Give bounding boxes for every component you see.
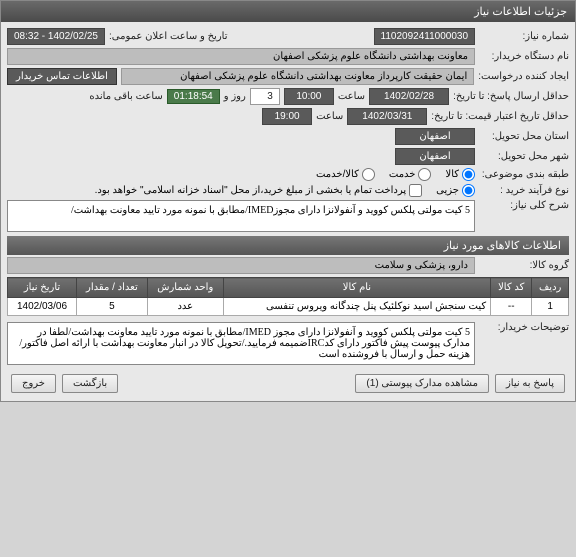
items-section-header: اطلاعات کالاهای مورد نیاز <box>7 236 569 255</box>
deadline-date: 1402/02/28 <box>369 88 449 105</box>
deadline-label: حداقل ارسال پاسخ: تا تاریخ: <box>453 91 569 102</box>
back-button[interactable]: بازگشت <box>62 374 118 393</box>
group-value: دارو، پزشکی و سلامت <box>7 257 475 274</box>
validity-time: 19:00 <box>262 108 312 125</box>
creator-value: ایمان حقیقت کارپرداز معاونت بهداشتی دانش… <box>121 68 474 85</box>
deliver-city-label: شهر محل تحویل: <box>479 151 569 162</box>
category-radio-2[interactable] <box>362 168 375 181</box>
desc-textarea[interactable] <box>7 200 475 232</box>
th-1: کد کالا <box>491 278 532 298</box>
td-3: عدد <box>147 298 223 316</box>
table-header: ردیف کد کالا نام کالا واحد شمارش تعداد /… <box>8 278 569 298</box>
category-option-2[interactable]: کالا/خدمت <box>316 168 375 181</box>
req-city-label: استان محل تحویل: <box>479 131 569 142</box>
category-radio-1[interactable] <box>418 168 431 181</box>
respond-button[interactable]: پاسخ به نیاز <box>495 374 565 393</box>
td-5: 1402/03/06 <box>8 298 77 316</box>
exit-button[interactable]: خروج <box>11 374 56 393</box>
deadline-day-label: روز و <box>224 91 246 102</box>
remain-label: ساعت باقی مانده <box>89 91 162 102</box>
window-title: جزئیات اطلاعات نیاز <box>474 6 567 18</box>
buyer-notes-label: توضیحات خریدار: <box>479 322 569 333</box>
contact-button[interactable]: اطلاعات تماس خریدار <box>7 68 117 85</box>
dialog-window: جزئیات اطلاعات نیاز شماره نیاز: 11020924… <box>0 0 576 402</box>
req-num-value: 1102092411000030 <box>374 28 476 45</box>
titlebar: جزئیات اطلاعات نیاز <box>1 1 575 22</box>
deliver-city-value: اصفهان <box>395 148 475 165</box>
th-2: نام کالا <box>223 278 490 298</box>
purchase-type-label: نوع فرآیند خرید : <box>479 185 569 196</box>
td-2: کیت سنجش اسید نوکلئیک پنل چندگانه ویروس … <box>223 298 490 316</box>
validity-label: حداقل تاریخ اعتبار قیمت: تا تاریخ: <box>431 111 569 122</box>
deadline-time: 10:00 <box>284 88 334 105</box>
category-option-1[interactable]: خدمت <box>389 168 432 181</box>
desc-label: شرح کلی نیاز: <box>479 200 569 211</box>
buyer-notes-textarea[interactable] <box>7 322 475 365</box>
category-radio-0[interactable] <box>462 168 475 181</box>
deadline-time-label: ساعت <box>338 91 365 102</box>
th-5: تاریخ نیاز <box>8 278 77 298</box>
announce-label: تاریخ و ساعت اعلان عمومی: <box>109 31 228 42</box>
creator-label: ایجاد کننده درخواست: <box>478 71 569 82</box>
table-row[interactable]: 1 -- کیت سنجش اسید نوکلئیک پنل چندگانه و… <box>8 298 569 316</box>
req-city-value: اصفهان <box>395 128 475 145</box>
countdown-timer: 01:18:54 <box>167 89 220 104</box>
items-table: ردیف کد کالا نام کالا واحد شمارش تعداد /… <box>7 277 569 316</box>
td-0: 1 <box>532 298 569 316</box>
validity-time-label: ساعت <box>316 111 343 122</box>
buyer-org-value: معاونت بهداشتی دانشگاه علوم پزشکی اصفهان <box>7 48 475 65</box>
buyer-org-label: نام دستگاه خریدار: <box>479 51 569 62</box>
announce-value: 1402/02/25 - 08:32 <box>7 28 105 45</box>
th-3: واحد شمارش <box>147 278 223 298</box>
td-4: 5 <box>76 298 147 316</box>
footer-bar: پاسخ به نیاز مشاهده مدارک پیوستی (1) باز… <box>7 368 569 395</box>
req-num-label: شماره نیاز: <box>479 31 569 42</box>
category-radios: کالا خدمت کالا/خدمت <box>316 168 475 181</box>
content-area: شماره نیاز: 1102092411000030 تاریخ و ساع… <box>1 22 575 401</box>
purchase-type-radios: جزیی پرداخت تمام یا بخشی از مبلغ خرید،از… <box>95 184 475 197</box>
group-label: گروه کالا: <box>479 260 569 271</box>
purchase-option-1[interactable]: پرداخت تمام یا بخشی از مبلغ خرید،از محل … <box>95 184 423 197</box>
deadline-days: 3 <box>250 88 280 105</box>
attachments-button[interactable]: مشاهده مدارک پیوستی (1) <box>355 374 489 393</box>
validity-date: 1402/03/31 <box>347 108 427 125</box>
th-4: تعداد / مقدار <box>76 278 147 298</box>
category-option-0[interactable]: کالا <box>445 168 475 181</box>
td-1: -- <box>491 298 532 316</box>
category-label: طبقه بندی موضوعی: <box>479 169 569 180</box>
th-0: ردیف <box>532 278 569 298</box>
purchase-radio-0[interactable] <box>462 184 475 197</box>
purchase-check-1[interactable] <box>409 184 422 197</box>
purchase-option-0[interactable]: جزیی <box>436 184 475 197</box>
